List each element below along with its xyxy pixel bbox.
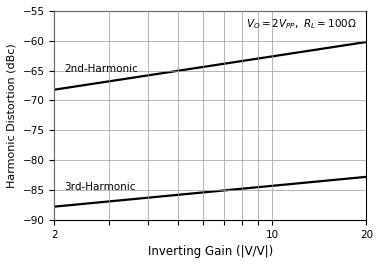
Y-axis label: Harmonic Distortion (dBc): Harmonic Distortion (dBc) (7, 43, 17, 188)
X-axis label: Inverting Gain (|V/V|): Inverting Gain (|V/V|) (148, 245, 273, 258)
Text: $V_O = 2V_{PP},\ R_L = 100\Omega$: $V_O = 2V_{PP},\ R_L = 100\Omega$ (246, 17, 357, 31)
Text: 2nd-Harmonic: 2nd-Harmonic (64, 64, 138, 74)
Text: 3rd-Harmonic: 3rd-Harmonic (64, 182, 136, 192)
